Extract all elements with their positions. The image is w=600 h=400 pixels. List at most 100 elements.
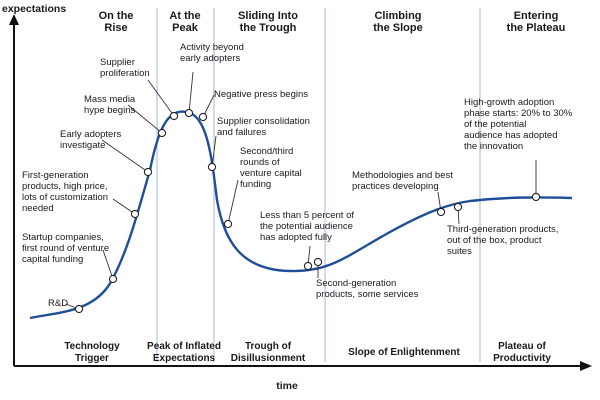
phase-label-1: Technology Trigger (64, 341, 120, 364)
curve-marker (198, 112, 208, 122)
annotation-1-line: R&D (48, 298, 68, 309)
curve-marker (453, 202, 463, 212)
annotation-14-line: out of the box, product (447, 235, 542, 246)
annotation-13-line: Methodologies and best (352, 170, 453, 181)
annotation-leader (102, 249, 114, 280)
annotation-10-line: rounds of (240, 157, 280, 168)
annotation-2-line: Startup companies, (22, 232, 104, 243)
top-phase-headings: On the Rise At the Peak Sliding Into the Trou… (99, 10, 566, 34)
annotation-10-line: venture capital (240, 168, 302, 179)
phase-heading-3: Sliding Into the Trough (238, 10, 298, 34)
annotation-2-line: first round of venture (22, 243, 109, 254)
annotation-12: Second-generation products, some services (316, 278, 419, 300)
phase-label-5: Plateau of Productivity (493, 341, 551, 364)
annotation-8: Negative press begins (214, 89, 308, 100)
annotation-5-line: hype begins (84, 105, 135, 116)
annotation-3-line: lots of customization (22, 192, 108, 203)
bottom-phase-labels: Technology Trigger Peak of Inflated Expecta… (64, 341, 551, 364)
curve-marker (74, 304, 84, 314)
curve-marker (184, 108, 194, 118)
curve-marker (436, 207, 446, 217)
annotation-leader (227, 179, 239, 225)
phase-label-1-line: Trigger (75, 353, 109, 364)
annotation-6: Supplier proliferation (100, 57, 150, 79)
annotation-4-line: Early adopters (60, 129, 122, 140)
phase-label-5-line: Productivity (493, 353, 551, 364)
annotation-7-line: early adopters (180, 53, 240, 64)
phase-label-1-line: Technology (64, 341, 120, 352)
x-axis-label: time (276, 380, 298, 392)
curve-marker (531, 192, 541, 202)
annotations: R&D Startup companies, first round of vent… (22, 42, 573, 309)
annotation-11-line: the potential audience (260, 221, 353, 232)
phase-heading-5-line: Entering (514, 10, 559, 22)
annotation-2-line: capital funding (22, 254, 83, 265)
curve-markers (74, 108, 541, 314)
phase-label-2-line: Peak of Inflated (147, 341, 221, 352)
phase-dividers (156, 8, 481, 362)
annotation-15-line: High-growth adoption (464, 97, 554, 108)
phase-label-5-line: Plateau of (498, 341, 546, 352)
annotation-11-line: has adopted fully (260, 232, 332, 243)
annotation-4: Early adopters investigate (60, 129, 122, 151)
curve-marker (143, 167, 153, 177)
annotation-12-line: products, some services (316, 289, 419, 300)
annotation-9: Supplier consolidation and failures (217, 116, 310, 138)
phase-heading-5-line: the Plateau (507, 22, 566, 34)
annotation-9-line: and failures (217, 127, 266, 138)
phase-heading-4-line: Climbing (374, 10, 421, 22)
annotation-15: High-growth adoption phase starts: 20% to… (464, 97, 573, 152)
phase-heading-2-line: At the (169, 10, 200, 22)
annotation-12-line: Second-generation (316, 278, 396, 289)
annotation-5-line: Mass media (84, 94, 136, 105)
phase-label-4: Slope of Enlightenment (348, 347, 460, 358)
annotation-15-line: the innovation (464, 141, 523, 152)
phase-label-4-line: Slope of Enlightenment (348, 347, 460, 358)
x-axis-arrow-icon (580, 361, 592, 371)
annotation-8-line: Negative press begins (214, 89, 308, 100)
annotation-14-line: suites (447, 246, 472, 257)
annotation-7: Activity beyond early adopters (180, 42, 244, 64)
phase-heading-2: At the Peak (169, 10, 200, 34)
curve-marker (303, 261, 313, 271)
annotation-1: R&D (48, 298, 68, 309)
annotation-4-line: investigate (60, 140, 105, 151)
annotation-leader (101, 139, 149, 173)
phase-heading-2-line: Peak (172, 22, 199, 34)
annotation-3-line: needed (22, 203, 54, 214)
phase-heading-1-line: Rise (104, 22, 127, 34)
annotation-3: First-generation products, high price, lot… (22, 170, 108, 214)
phase-heading-3-line: Sliding Into (238, 10, 298, 22)
phase-heading-1-line: On the (99, 10, 134, 22)
annotation-3-line: First-generation (22, 170, 89, 181)
annotation-10: Second/third rounds of venture capital fund… (240, 146, 302, 190)
phase-heading-3-line: the Trough (240, 22, 297, 34)
annotation-15-line: phase starts: 20% to 30% (464, 108, 573, 119)
annotation-6-line: proliferation (100, 68, 150, 79)
annotation-leader (188, 71, 194, 114)
annotation-leader (147, 79, 175, 117)
phase-label-3-line: Trough of (245, 341, 292, 352)
curve-marker (130, 209, 140, 219)
annotation-leader (211, 135, 217, 168)
annotation-9-line: Supplier consolidation (217, 116, 310, 127)
hype-curve (29, 110, 573, 320)
annotation-14-line: Third-generation products, (447, 224, 558, 235)
y-axis-label: expectations (2, 3, 66, 15)
phase-label-3-line: Disillusionment (231, 353, 306, 364)
curve-marker (313, 257, 323, 267)
phase-heading-1: On the Rise (99, 10, 134, 34)
phase-label-2-line: Expectations (153, 353, 216, 364)
annotation-2: Startup companies, first round of venture… (22, 232, 109, 265)
phase-label-3: Trough of Disillusionment (231, 341, 306, 364)
annotation-14: Third-generation products, out of the box… (447, 224, 558, 257)
annotation-15-line: of the potential (464, 119, 526, 130)
curve-marker (157, 128, 167, 138)
phase-label-2: Peak of Inflated Expectations (147, 341, 221, 364)
annotation-13-line: practices developing (352, 181, 439, 192)
annotation-10-line: Second/third (240, 146, 293, 157)
annotation-5: Mass media hype begins (84, 94, 136, 116)
curve-marker (169, 111, 179, 121)
annotation-15-line: audience has adopted (464, 130, 558, 141)
